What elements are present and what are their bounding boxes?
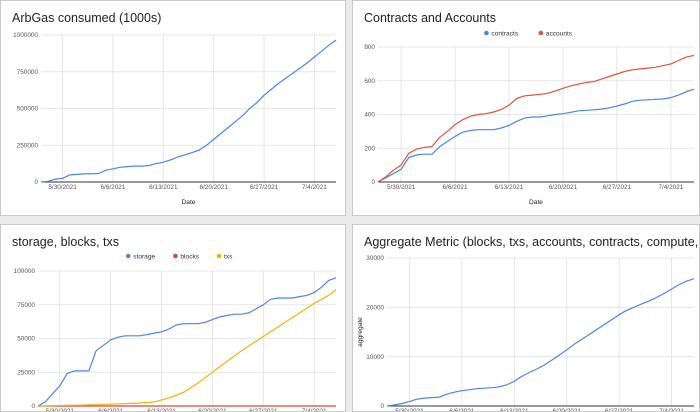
chart-title: Contracts and Accounts (364, 11, 497, 25)
y-tick-label: 600 (364, 78, 375, 85)
x-tick-label: 6/6/2021 (101, 184, 126, 191)
x-tick-label: 6/13/2021 (147, 408, 176, 412)
y-tick-label: 30000 (366, 255, 384, 262)
x-tick-label: 6/6/2021 (98, 408, 123, 412)
y-tick-label: 0 (380, 403, 384, 410)
y-tick-label: 200 (364, 145, 375, 152)
chart-title: storage, blocks, txs (12, 235, 119, 249)
series-line-main (40, 39, 337, 183)
y-tick-label: 800 (364, 44, 375, 51)
legend-label: storage (133, 253, 155, 260)
y-tick-label: 1000000 (13, 32, 38, 39)
x-tick-label: 5/30/2021 (46, 408, 75, 412)
y-tick-label: 250000 (17, 142, 39, 149)
x-tick-label: 7/4/2021 (659, 408, 684, 412)
x-axis-label: Date (182, 199, 196, 206)
x-axis-label: Date (529, 199, 543, 206)
y-tick-label: 0 (31, 403, 35, 410)
x-tick-label: 6/27/2021 (605, 408, 634, 412)
x-tick-label: 6/27/2021 (249, 408, 278, 412)
x-tick-label: 6/6/2021 (443, 184, 468, 191)
chart-title: Aggregate Metric (blocks, txs, accounts,… (364, 235, 699, 249)
y-tick-label: 0 (34, 179, 38, 186)
series-line-txs (37, 289, 337, 407)
y-tick-label: 750000 (17, 69, 39, 76)
x-tick-label: 6/6/2021 (449, 408, 474, 412)
x-tick-label: 6/13/2021 (500, 408, 529, 412)
series-line-accounts (377, 54, 695, 183)
chart-svg-arbgas: 5/30/2021 6/6/2021 6/13/2021 6/20/2021 6/27/… (13, 32, 337, 206)
y-tick-label: 500000 (17, 106, 39, 113)
x-tick-label: 6/13/2021 (495, 184, 524, 191)
x-tick-label: 5/30/2021 (387, 184, 416, 191)
x-tick-label: 7/4/2021 (658, 184, 683, 191)
y-tick-label: 50000 (17, 336, 35, 343)
chart-panel-storage-blocks-txs: storage, blocks, txs 5/30/2021 6/6/2021 6/… (0, 224, 346, 412)
y-tick-label: 400 (364, 112, 375, 119)
x-tick-label: 5/30/2021 (48, 184, 77, 191)
x-tick-label: 6/27/2021 (603, 184, 632, 191)
chart-panel-contracts-accounts: Contracts and Accounts 5/30/2021 6/6/2021… (352, 0, 700, 216)
x-tick-label: 6/20/2021 (552, 408, 581, 412)
legend-swatch (484, 30, 489, 36)
x-tick-label: 6/13/2021 (149, 184, 178, 191)
legend-swatch (216, 253, 222, 259)
legend-swatch (125, 253, 131, 259)
series-line-storage (37, 277, 337, 407)
x-tick-label: 6/20/2021 (199, 184, 228, 191)
x-tick-label: 7/4/2021 (302, 408, 327, 412)
y-tick-label: 75000 (17, 302, 35, 309)
y-tick-label: 20000 (366, 305, 384, 312)
legend-label: accounts (546, 30, 573, 37)
chart-svg-storage-blocks-txs: 5/30/2021 6/6/2021 6/13/2021 6/20/2021 6/27/… (14, 253, 337, 412)
legend-label: contracts (491, 30, 518, 37)
x-tick-label: 6/20/2021 (198, 408, 227, 412)
legend-label: blocks (180, 253, 199, 260)
x-tick-label: 6/27/2021 (250, 184, 279, 191)
legend-label: txs (224, 253, 233, 260)
chart-panel-arbgas: ArbGas consumed (1000s) 5/30/2021 6/6/202… (0, 0, 346, 216)
x-tick-label: 7/4/2021 (302, 184, 327, 191)
series-line-main (386, 278, 695, 407)
legend-swatch (173, 253, 178, 259)
legend-swatch (538, 30, 544, 36)
chart-title: ArbGas consumed (1000s) (12, 11, 162, 25)
y-tick-label: 0 (371, 179, 375, 186)
chart-panel-aggregate: Aggregate Metric (blocks, txs, accounts,… (352, 224, 700, 412)
x-tick-label: 5/30/2021 (395, 408, 424, 412)
y-tick-label: 10000 (366, 354, 384, 361)
chart-svg-contracts-accounts: 5/30/2021 6/6/2021 6/13/2021 6/20/2021 6/27/… (364, 30, 695, 206)
y-axis-label: aggregate (357, 317, 364, 347)
series-line-contracts (377, 88, 695, 183)
y-tick-label: 25000 (17, 369, 35, 376)
chart-svg-aggregate: 5/30/2021 6/6/2021 6/13/2021 6/20/2021 6/27/… (357, 255, 695, 412)
x-tick-label: 6/20/2021 (549, 184, 578, 191)
y-tick-label: 100000 (14, 268, 36, 275)
